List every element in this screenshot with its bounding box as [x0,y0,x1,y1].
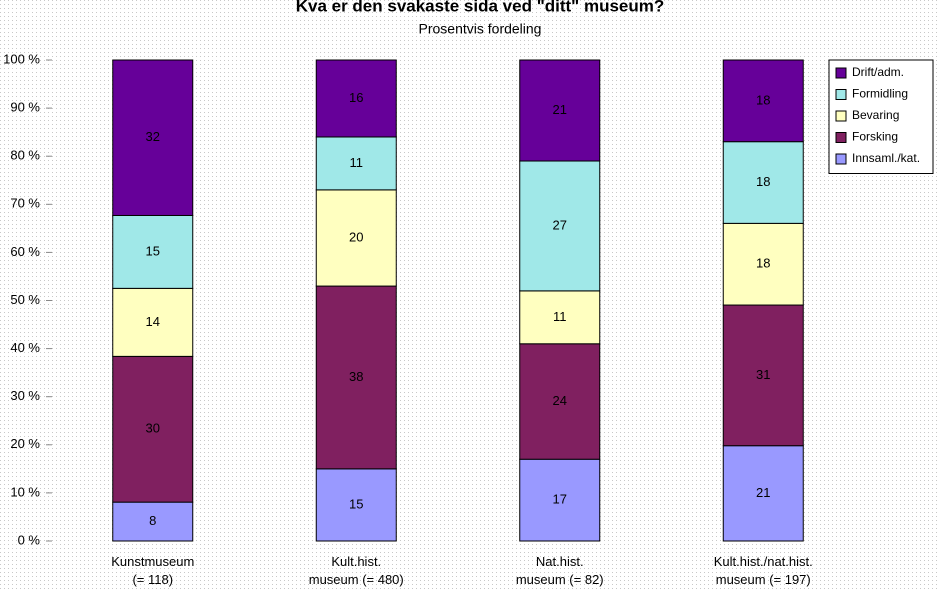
bar-segment [519,160,601,292]
data-label: 18 [756,92,770,107]
data-label: 24 [553,393,567,408]
legend-label: Drift/adm. [852,65,904,79]
y-tick-label: 50 % [10,292,40,307]
data-label: 17 [553,492,567,507]
bar-segment [722,304,804,447]
bar-segment [112,59,194,216]
data-label: 21 [756,485,770,500]
bar-segment [112,355,194,503]
y-tick-label: 80 % [10,148,40,163]
bar-segment [315,136,397,191]
y-tick-label: 90 % [10,100,40,115]
data-label: 30 [146,421,160,436]
x-tick-label: Kunstmuseum (= 118) [111,554,194,587]
y-tick-label: 60 % [10,244,40,259]
data-label: 11 [553,309,567,324]
bar-segment [519,59,601,162]
legend-swatch [835,89,847,100]
bar-segment [315,189,397,287]
data-label: 38 [349,369,363,384]
bar-segment [722,445,804,542]
data-label: 14 [146,314,160,329]
legend-swatch [835,67,847,79]
data-label: 8 [149,513,156,528]
x-tick-label: Kult.hist. museum (= 480) [309,554,404,587]
y-tick-label: 0 % [18,532,41,547]
y-tick-label: 100 % [3,51,40,66]
x-tick-label: Kult.hist./nat.hist. museum (= 197) [714,554,813,587]
data-label: 31 [756,367,770,382]
y-tick-label: 10 % [10,484,40,499]
bar-segment [112,501,194,542]
y-tick-label: 20 % [10,436,40,451]
y-tick-label: 40 % [10,340,40,355]
bar-segment [315,468,397,542]
chart-title: Kva er den svakaste sida ved "ditt" muse… [296,0,665,15]
data-label: 11 [350,155,364,170]
data-label: 16 [349,90,363,105]
chart-subtitle: Prosentvis fordeling [419,21,542,37]
bar-segment [315,59,397,138]
data-label: 27 [553,217,567,232]
legend-label: Bevaring [852,108,899,122]
data-label: 18 [756,256,770,271]
x-tick-label: Nat.hist. museum (= 82) [516,554,604,587]
bar-segment [519,343,601,460]
bar-segment [112,287,194,357]
legend-swatch [835,110,847,122]
data-label: 32 [146,129,160,144]
bar-segment [722,141,804,224]
y-tick-label: 30 % [10,388,40,403]
y-tick-label: 70 % [10,196,40,211]
data-label: 18 [756,174,770,189]
legend-label: Forsking [852,130,898,144]
data-label: 15 [349,496,363,511]
bar-segment [519,290,601,345]
data-label: 15 [146,243,160,258]
bar-segment [112,214,194,289]
legend-swatch [835,153,847,165]
data-label: 20 [349,229,363,244]
legend-swatch [835,132,847,143]
legend-label: Innsaml./kat. [852,151,920,165]
legend-label: Formidling [852,87,908,101]
bar-segment [722,222,804,306]
bar-segment [722,59,804,143]
data-label: 21 [553,102,567,117]
